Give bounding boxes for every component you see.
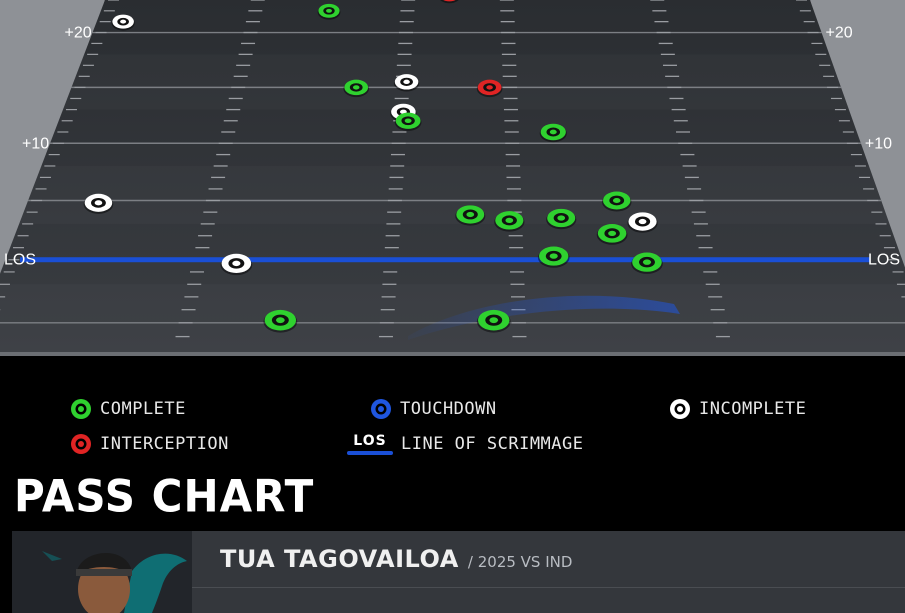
pass-marker-complete [596, 224, 628, 245]
legend-los: LOS LINE OF SCRIMMAGE [347, 433, 584, 455]
y-axis-label-left: LOS [4, 252, 36, 269]
turf-stripe [19, 166, 889, 224]
legend-complete-label: COMPLETE [100, 399, 186, 419]
pass-marker-complete [343, 79, 369, 98]
pass-marker-incomplete [83, 193, 114, 214]
pass-marker-incomplete [627, 212, 658, 233]
player-heading: TUA TAGOVAILOA / 2025 VS IND [220, 545, 572, 573]
field-turf [0, 0, 905, 356]
pass-marker-incomplete [111, 14, 135, 31]
pass-marker-complete [601, 191, 632, 212]
legend-touchdown: TOUCHDOWN [370, 398, 497, 420]
pass-marker-complete [537, 246, 570, 268]
pass-marker-complete [394, 112, 422, 131]
player-name: TUA TAGOVAILOA [220, 545, 459, 573]
card-divider [192, 587, 905, 588]
pass-marker-interception [476, 79, 503, 98]
pass-marker-interception [440, 0, 459, 4]
incomplete-marker-icon [670, 399, 690, 419]
legend-incomplete-label: INCOMPLETE [699, 399, 807, 419]
line-of-scrimmage [20, 257, 870, 263]
y-axis-label-right: LOS [868, 252, 900, 269]
legend-los-label: LINE OF SCRIMMAGE [401, 434, 584, 454]
pass-marker-complete [263, 309, 298, 333]
pass-marker-complete [476, 309, 511, 333]
pass-marker-incomplete [393, 74, 420, 92]
touchdown-ball-trail [408, 295, 680, 340]
touchdown-marker-icon [371, 399, 391, 419]
field-bottom-edge [0, 352, 905, 356]
player-portrait-panel [12, 531, 192, 613]
legend-touchdown-label: TOUCHDOWN [400, 399, 497, 419]
y-axis-labels: +20 +20 +10 +10 LOS LOS [4, 25, 900, 269]
player-card: TUA TAGOVAILOA / 2025 VS IND [12, 531, 905, 613]
pass-marker-complete [546, 208, 577, 230]
complete-marker-icon [71, 399, 91, 419]
player-info-panel: TUA TAGOVAILOA / 2025 VS IND [192, 531, 905, 613]
pass-marker-incomplete [220, 253, 253, 276]
pass-marker-complete [631, 252, 663, 274]
legend-interception: INTERCEPTION [70, 433, 229, 455]
los-badge-icon: LOS [347, 433, 393, 455]
legend-incomplete: INCOMPLETE [669, 398, 806, 420]
legend-complete: COMPLETE [70, 398, 186, 420]
pass-marker-complete [494, 211, 525, 232]
pass-chart-field: +20 +20 +10 +10 LOS LOS [0, 0, 905, 356]
pass-markers [83, 0, 663, 333]
y-axis-label-right: +20 [826, 25, 853, 42]
turf-stripe [63, 54, 849, 109]
legend: COMPLETE TOUCHDOWN INCOMPLETE INTERCEPTI… [0, 390, 905, 470]
pass-marker-complete [455, 205, 486, 226]
hash-marks [0, 0, 905, 338]
legend-interception-label: INTERCEPTION [100, 434, 229, 454]
player-avatar [42, 551, 187, 613]
y-axis-label-right: +10 [865, 135, 892, 152]
y-axis-label-left: +10 [22, 135, 49, 152]
pass-marker-complete [539, 123, 567, 143]
interception-marker-icon [71, 434, 91, 454]
y-axis-label-left: +20 [65, 25, 92, 42]
player-game-context: / 2025 VS IND [467, 553, 573, 571]
page-title: PASS CHART [14, 470, 315, 523]
pass-marker-complete [317, 3, 341, 20]
